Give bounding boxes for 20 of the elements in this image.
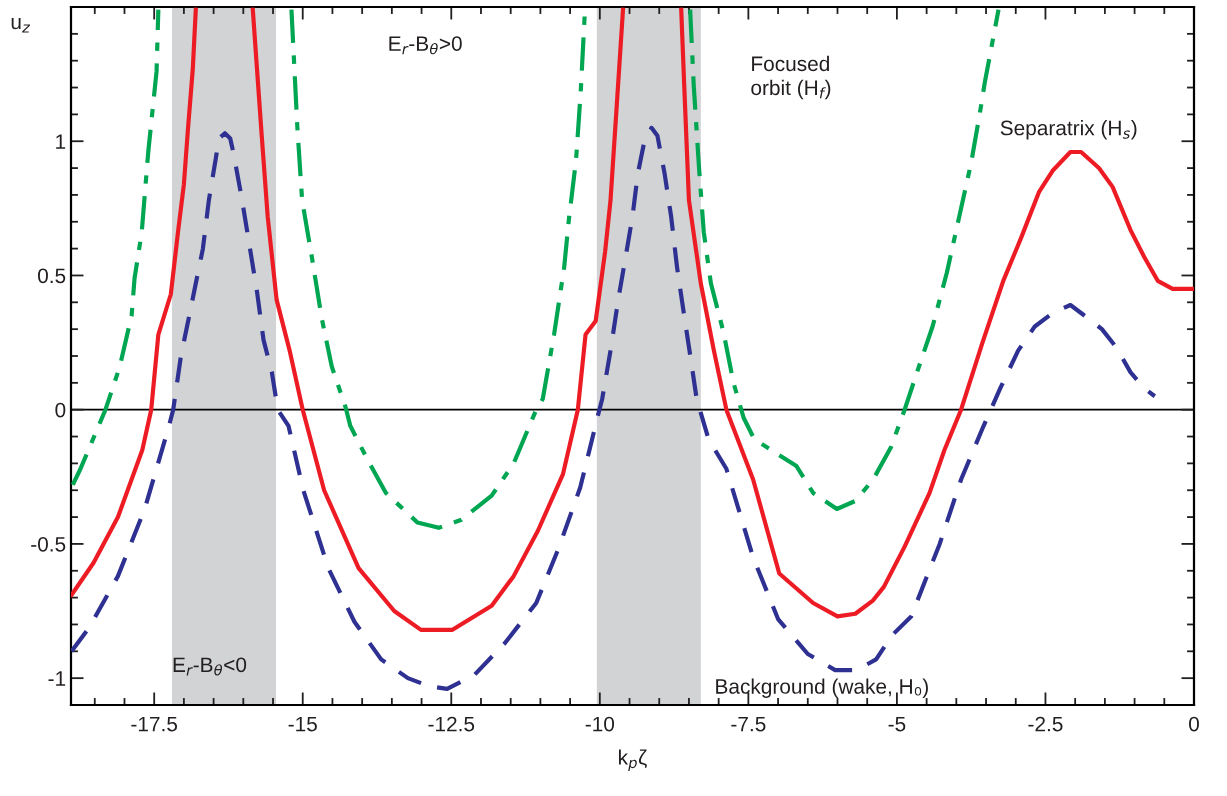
annotation: E$_{r}$-B$_{θ}$>0 xyxy=(389,36,462,55)
y-tick-label: -1 xyxy=(48,671,66,686)
y-axis-title: u$_{z}$ xyxy=(11,18,31,33)
x-tick-label: -2.5 xyxy=(1028,716,1063,732)
text: Focused orbit (H$_{f}$) xyxy=(751,55,831,100)
x-tick-label: -12.5 xyxy=(428,716,475,732)
y-tick-label: 0 xyxy=(55,402,66,418)
x-tick-label: -7.5 xyxy=(731,716,766,732)
x-tick-label: -10 xyxy=(585,716,615,732)
x-tick-label: -17.5 xyxy=(131,716,178,732)
x-axis-title: k$_{p}$ζ xyxy=(619,749,647,771)
x-tick-label: -5 xyxy=(888,716,906,732)
series-label: Background (wake, H₀) xyxy=(716,678,928,698)
x-tick-label: -15 xyxy=(288,716,317,732)
x-tick-label: 0 xyxy=(1189,716,1199,732)
series-label: Separatrix (H$_{s}$) xyxy=(1000,120,1137,140)
y-tick-label: 0.5 xyxy=(37,268,66,284)
y-tick-label: -0.5 xyxy=(31,536,66,552)
band-label: E$_{r}$-B$_{θ}$<0 xyxy=(173,657,247,676)
y-tick-label: 1 xyxy=(56,134,66,149)
